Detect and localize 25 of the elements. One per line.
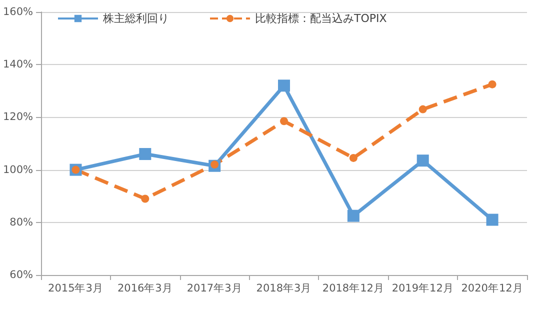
point	[349, 154, 358, 162]
x-tick-label: 2016年3月	[117, 282, 173, 294]
y-tick-label: 140%	[2, 58, 34, 71]
x-tick-label: 2018年12月	[322, 282, 384, 294]
x-tick-label: 2017年3月	[186, 282, 242, 294]
y-tick-label: 100%	[2, 164, 34, 176]
point	[486, 214, 498, 226]
legend-label: 株主総利回り	[102, 12, 169, 25]
y-tick-label: 60%	[10, 269, 34, 281]
point	[418, 105, 427, 114]
x-tick-label: 2020年12月	[461, 282, 524, 294]
point	[139, 148, 152, 160]
point	[280, 117, 288, 126]
x-tick-label: 2015年3月	[48, 282, 104, 294]
point	[488, 80, 496, 88]
point	[141, 194, 150, 203]
x-tick-label: 2018年3月	[256, 282, 312, 294]
point	[347, 210, 360, 222]
y-tick-label: 80%	[10, 216, 34, 228]
y-tick-label: 120%	[2, 111, 34, 124]
legend-label: 比較指標：配当込みTOPIX	[255, 12, 388, 25]
y-tick-label: 160%	[2, 6, 34, 18]
x-tick-label: 2019年12月	[392, 282, 454, 294]
point	[278, 80, 290, 92]
point	[416, 154, 429, 167]
